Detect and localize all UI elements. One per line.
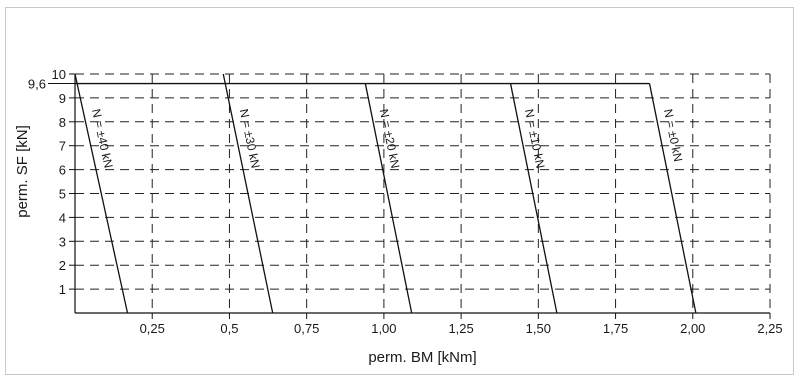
series-label-0: N = ±40 kN <box>89 107 116 169</box>
series-line-2 <box>364 83 413 314</box>
y-tick-label-7: 8 <box>59 115 66 130</box>
y-extra-tick-label: 9,6 <box>28 77 46 92</box>
x-tick-label-7: 2,00 <box>680 321 705 336</box>
x-tick-label-1: 0,5 <box>220 321 238 336</box>
x-tick-label-8: 2,25 <box>757 321 782 336</box>
y-tick-label-1: 2 <box>59 258 66 273</box>
y-axis-label: perm. SF [kN] <box>14 125 31 218</box>
y-tick-label-6: 7 <box>59 139 66 154</box>
series-line-1 <box>222 73 274 314</box>
y-tick-label-9: 10 <box>52 67 66 82</box>
x-tick-label-0: 0,25 <box>140 321 165 336</box>
x-tick-label-4: 1,25 <box>448 321 473 336</box>
x-tick-label-2: 0,75 <box>294 321 319 336</box>
y-tick-label-0: 1 <box>59 282 66 297</box>
chart-frame <box>5 7 794 375</box>
y-tick-label-5: 6 <box>59 163 66 178</box>
x-tick-label-6: 1,75 <box>603 321 628 336</box>
x-axis-label: perm. BM [kNm] <box>368 349 476 366</box>
series-line-0 <box>74 73 129 314</box>
tick-labels: 1 2 3 4 5 6 7 8 9 10 9,6 0,25 0,5 0,75 1,00 1,25 1,50 1,7… <box>28 67 783 336</box>
y-tick-label-3: 4 <box>59 210 66 225</box>
y-tick-label-4: 5 <box>59 187 66 202</box>
grid <box>75 73 771 313</box>
y-tick-label-8: 9 <box>59 91 66 106</box>
series-line-3 <box>509 83 558 314</box>
x-tick-label-3: 1,00 <box>371 321 396 336</box>
x-tick-label-5: 1,50 <box>526 321 551 336</box>
axes <box>48 73 771 319</box>
series-line-4 <box>648 83 697 314</box>
y-tick-label-2: 3 <box>59 234 66 249</box>
